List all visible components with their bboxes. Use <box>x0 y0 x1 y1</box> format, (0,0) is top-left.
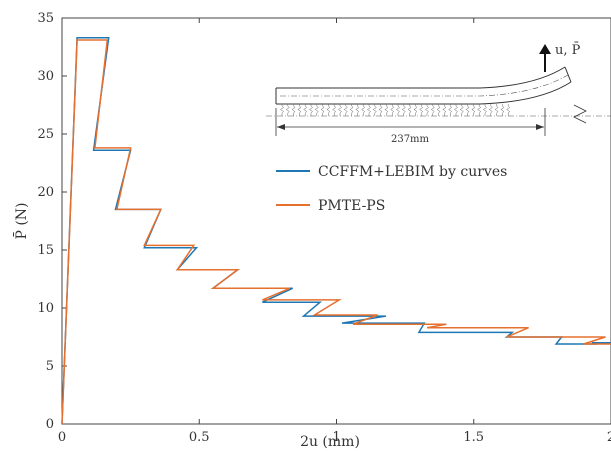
spring <box>401 104 406 116</box>
spring <box>309 104 313 116</box>
dimension-arrow-right <box>536 124 544 130</box>
spring <box>430 104 435 116</box>
spring <box>419 104 424 116</box>
spring <box>454 104 458 116</box>
legend: CCFFM+LEBIM by curves PMTE-PS <box>276 164 507 214</box>
spring <box>384 104 389 116</box>
y-tick-label: 35 <box>37 11 54 26</box>
spring <box>448 104 453 116</box>
beam-schematic-inset: u, P̄ 237mm <box>266 42 611 145</box>
spring <box>326 104 331 116</box>
y-axis-label: P̄ (N) <box>12 202 30 239</box>
spring <box>367 104 371 116</box>
dimension-label: 237mm <box>391 134 430 145</box>
spring <box>338 104 342 116</box>
x-tick-label: 0 <box>58 430 66 445</box>
axis-ticks: 00.511.5205101520253035 <box>37 11 611 445</box>
spring <box>459 104 464 116</box>
x-axis-label: 2u (mm) <box>300 434 360 450</box>
spring <box>471 104 476 116</box>
spring <box>332 104 337 116</box>
spring <box>320 104 325 116</box>
spring <box>372 104 377 116</box>
y-tick-label: 15 <box>37 243 54 258</box>
beam-ends <box>275 66 572 104</box>
spring <box>488 104 493 116</box>
cohesive-springs <box>280 104 511 116</box>
spring <box>280 104 284 116</box>
y-tick-label: 5 <box>46 359 54 374</box>
beam-centerline <box>280 74 569 97</box>
y-tick-label: 20 <box>37 185 54 200</box>
spring <box>413 104 418 116</box>
legend-label-series-1: CCFFM+LEBIM by curves <box>318 164 507 180</box>
spring <box>297 104 302 116</box>
series-lines <box>61 36 611 425</box>
x-tick-label: 2 <box>607 430 611 445</box>
spring <box>494 104 499 116</box>
dimension-arrow-left <box>277 124 285 130</box>
spring <box>506 104 511 116</box>
y-tick-label: 30 <box>37 69 54 84</box>
y-tick-label: 25 <box>37 127 54 142</box>
y-tick-label: 0 <box>46 417 54 432</box>
spring <box>285 104 290 116</box>
spring <box>314 104 319 116</box>
beam-outline <box>276 66 572 105</box>
load-label: u, P̄ <box>555 42 581 58</box>
spring <box>477 104 482 116</box>
spring <box>465 104 470 116</box>
spring <box>355 104 360 116</box>
spring <box>390 104 395 116</box>
x-tick-label: 1.5 <box>463 430 484 445</box>
y-tick-label: 10 <box>37 301 54 316</box>
x-tick-label: 1 <box>332 430 340 445</box>
load-arrow-head <box>539 44 551 54</box>
spring <box>349 104 354 116</box>
spring <box>442 104 447 116</box>
spring <box>291 104 296 116</box>
series-line-2 <box>61 39 611 425</box>
spring <box>378 104 383 116</box>
spring <box>425 104 429 116</box>
spring <box>500 104 505 116</box>
spring <box>396 104 400 116</box>
spring <box>343 104 348 116</box>
legend-label-series-2: PMTE-PS <box>318 198 385 214</box>
spring <box>436 104 441 116</box>
spring <box>361 104 366 116</box>
symmetry-symbol <box>573 104 587 124</box>
x-tick-label: 0.5 <box>189 430 210 445</box>
spring <box>303 104 308 116</box>
spring <box>407 104 412 116</box>
spring <box>483 104 487 116</box>
